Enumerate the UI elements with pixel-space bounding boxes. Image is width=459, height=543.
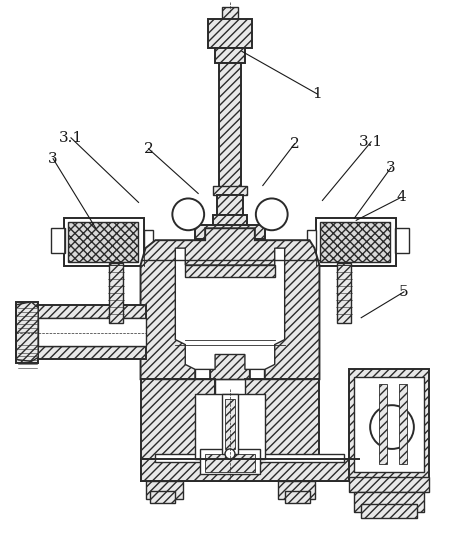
Text: 2: 2 bbox=[290, 137, 299, 151]
Text: 3: 3 bbox=[386, 161, 396, 175]
Bar bbox=[151, 491, 175, 503]
Circle shape bbox=[370, 405, 414, 449]
Circle shape bbox=[225, 449, 235, 459]
Bar bbox=[38, 318, 146, 345]
Bar bbox=[217, 195, 243, 216]
Bar bbox=[354, 377, 424, 472]
Bar bbox=[195, 394, 265, 459]
Bar bbox=[245, 380, 319, 474]
Bar bbox=[205, 454, 255, 472]
Bar bbox=[17, 305, 146, 359]
Bar bbox=[222, 7, 238, 18]
Bar bbox=[140, 380, 215, 474]
Bar bbox=[215, 48, 245, 64]
Text: 2: 2 bbox=[144, 142, 153, 156]
Bar bbox=[144, 230, 153, 250]
Bar bbox=[349, 369, 429, 479]
Text: 1: 1 bbox=[313, 87, 322, 101]
Bar bbox=[64, 218, 144, 266]
Bar bbox=[285, 491, 309, 503]
Bar bbox=[200, 449, 260, 474]
Text: 3.1: 3.1 bbox=[59, 131, 83, 145]
Bar bbox=[51, 228, 65, 253]
Text: 3: 3 bbox=[48, 151, 58, 166]
Bar bbox=[337, 263, 351, 323]
Bar bbox=[17, 302, 38, 363]
Circle shape bbox=[172, 198, 204, 230]
Bar bbox=[185, 265, 275, 277]
Bar bbox=[278, 481, 315, 498]
Bar bbox=[379, 384, 387, 464]
Bar bbox=[140, 459, 359, 481]
Bar bbox=[219, 64, 241, 192]
Bar bbox=[208, 18, 252, 48]
Bar bbox=[399, 384, 407, 464]
Bar bbox=[307, 230, 316, 250]
Text: 5: 5 bbox=[399, 285, 409, 299]
Polygon shape bbox=[17, 302, 38, 362]
Bar bbox=[320, 222, 390, 262]
Bar bbox=[225, 399, 235, 449]
Bar bbox=[215, 380, 245, 399]
Bar bbox=[213, 186, 247, 195]
Bar bbox=[354, 491, 424, 512]
Bar bbox=[156, 454, 344, 462]
Bar bbox=[140, 459, 359, 481]
Bar bbox=[146, 481, 183, 498]
Polygon shape bbox=[140, 228, 319, 389]
Bar bbox=[316, 218, 396, 266]
Text: 4: 4 bbox=[396, 191, 406, 205]
Circle shape bbox=[256, 198, 288, 230]
Bar bbox=[395, 228, 409, 253]
Text: 3.1: 3.1 bbox=[359, 135, 383, 149]
Polygon shape bbox=[175, 248, 285, 369]
Bar bbox=[213, 216, 247, 230]
Bar bbox=[195, 225, 265, 239]
Bar bbox=[19, 318, 144, 345]
Bar bbox=[222, 394, 238, 454]
Bar bbox=[361, 503, 417, 519]
Bar bbox=[349, 477, 429, 491]
Bar bbox=[68, 222, 138, 262]
Bar bbox=[109, 263, 123, 323]
